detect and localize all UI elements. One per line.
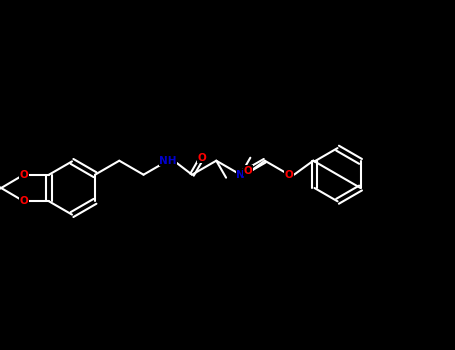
Text: N: N	[236, 170, 245, 180]
Text: O: O	[197, 153, 206, 163]
Text: O: O	[20, 196, 28, 206]
Text: O: O	[285, 170, 293, 180]
Text: O: O	[20, 170, 28, 180]
Text: O: O	[243, 166, 252, 175]
Text: NH: NH	[159, 156, 177, 166]
